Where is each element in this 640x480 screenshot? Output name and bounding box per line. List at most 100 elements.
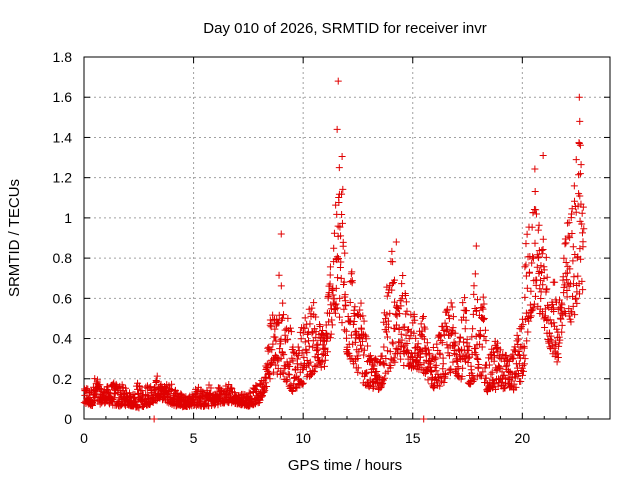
data-point xyxy=(301,338,309,346)
data-point xyxy=(340,305,348,313)
data-point xyxy=(519,371,527,379)
data-point xyxy=(331,309,339,317)
data-point xyxy=(577,161,585,169)
data-point xyxy=(138,387,146,395)
data-point xyxy=(277,230,285,238)
data-point xyxy=(144,384,152,392)
data-point xyxy=(424,346,432,354)
data-point xyxy=(389,340,397,348)
data-point xyxy=(447,365,455,373)
data-point xyxy=(461,294,469,302)
data-point xyxy=(519,321,527,329)
data-point xyxy=(405,335,413,343)
data-point xyxy=(346,299,354,307)
data-point xyxy=(449,358,457,366)
data-point xyxy=(342,302,350,310)
data-point xyxy=(347,331,355,339)
data-point xyxy=(279,299,287,307)
data-point xyxy=(151,387,159,395)
data-point xyxy=(563,286,571,294)
data-point xyxy=(326,309,334,317)
data-point xyxy=(340,278,348,286)
data-point xyxy=(136,383,144,391)
data-point xyxy=(463,335,471,343)
data-point xyxy=(135,404,143,412)
data-point xyxy=(570,273,578,281)
data-point xyxy=(523,337,531,345)
data-point xyxy=(502,352,510,360)
data-point xyxy=(356,333,364,341)
data-point xyxy=(554,353,562,361)
data-point xyxy=(287,328,295,336)
data-point xyxy=(342,327,350,335)
data-point xyxy=(275,311,283,319)
data-point xyxy=(576,141,584,149)
data-point xyxy=(531,165,539,173)
data-point xyxy=(320,362,328,370)
data-point xyxy=(403,348,411,356)
data-point xyxy=(320,345,328,353)
data-point xyxy=(447,299,455,307)
data-point xyxy=(403,307,411,315)
data-point xyxy=(310,367,318,375)
data-point xyxy=(480,316,488,324)
data-point xyxy=(513,331,521,339)
x-tick-label: 0 xyxy=(80,430,88,446)
data-point xyxy=(570,182,578,190)
data-point xyxy=(410,313,418,321)
data-point xyxy=(399,272,407,280)
data-point xyxy=(558,328,566,336)
data-point xyxy=(558,321,566,329)
data-point xyxy=(361,370,369,378)
data-point xyxy=(356,306,364,314)
data-point xyxy=(521,355,529,363)
data-point xyxy=(431,353,439,361)
data-point xyxy=(387,361,395,369)
data-point xyxy=(348,268,356,276)
data-point xyxy=(569,257,577,265)
data-point xyxy=(465,343,473,351)
data-point xyxy=(289,357,297,365)
data-point xyxy=(348,277,356,285)
data-point xyxy=(542,253,550,261)
data-point xyxy=(270,368,278,376)
data-point xyxy=(319,327,327,335)
data-point xyxy=(412,334,420,342)
data-point xyxy=(477,331,485,339)
y-tick-label: 1.2 xyxy=(53,170,73,186)
data-point xyxy=(268,359,276,367)
data-point xyxy=(528,223,536,231)
data-point xyxy=(462,316,470,324)
data-point xyxy=(569,243,577,251)
data-point xyxy=(338,219,346,227)
data-point xyxy=(530,304,538,312)
data-point xyxy=(537,295,545,303)
data-point xyxy=(177,390,185,398)
data-point xyxy=(453,356,461,364)
data-point xyxy=(521,360,529,368)
data-point xyxy=(539,235,547,243)
data-point xyxy=(550,344,558,352)
data-point xyxy=(269,316,277,324)
data-point xyxy=(326,280,334,288)
data-point xyxy=(478,304,486,312)
data-point xyxy=(301,324,309,332)
data-point xyxy=(314,340,322,348)
data-point xyxy=(404,327,412,335)
data-point xyxy=(309,343,317,351)
data-point xyxy=(390,354,398,362)
data-point xyxy=(473,354,481,362)
x-axis-label: GPS time / hours xyxy=(288,457,402,474)
data-point xyxy=(520,367,528,375)
data-point xyxy=(286,358,294,366)
data-point xyxy=(460,338,468,346)
data-point xyxy=(326,334,334,342)
data-point xyxy=(421,325,429,333)
data-point xyxy=(317,363,325,371)
data-point xyxy=(374,372,382,380)
data-point xyxy=(267,320,275,328)
data-point xyxy=(565,219,573,227)
data-point xyxy=(277,354,285,362)
